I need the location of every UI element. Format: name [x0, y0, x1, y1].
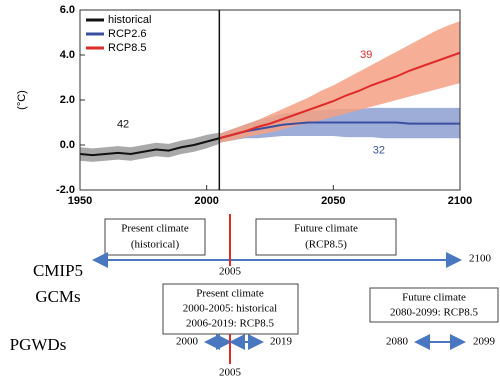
annotation: 32 [373, 145, 385, 157]
annotation: 42 [117, 119, 129, 131]
box-text: 2006-2019: RCP8.5 [186, 318, 275, 330]
year-label: 2080 [386, 336, 409, 348]
uncertainty-band [219, 21, 460, 143]
uncertainty-band [80, 132, 220, 162]
future-box [255, 218, 397, 256]
annotation: 39 [360, 49, 372, 61]
year-label: 2005 [219, 266, 242, 278]
y-tick-label: -2.0 [56, 184, 75, 196]
chart: (°C) -2.0 0.0 2.0 4.0 6.0 1950 2000 2050 2100 his… [16, 4, 472, 207]
y-tick-label: 6.0 [60, 4, 75, 16]
x-tick-label: 1950 [68, 195, 92, 207]
box-text: (RCP8.5) [305, 239, 347, 251]
box-text: Present climate [121, 223, 189, 235]
future-box [369, 287, 499, 323]
present-box [104, 218, 206, 256]
diagram: CMIP5 GCMs Present climate (historical) … [10, 214, 499, 379]
series-line [219, 121, 460, 140]
series-line [219, 51, 461, 140]
cmip5-label: GCMs [35, 287, 80, 306]
y-tick-label: 0.0 [60, 139, 75, 151]
pgwd-label: PGWDs [10, 335, 67, 354]
year-label: 2019 [270, 336, 293, 348]
present-box [162, 283, 299, 335]
legend-label: RCP2.6 [108, 28, 147, 40]
box-text: 2080-2099: RCP8.5 [390, 307, 479, 319]
box-text: 2000-2005: historical [183, 303, 277, 315]
x-tick-label: 2000 [194, 195, 218, 207]
series-line [79, 137, 220, 157]
box-text: (historical) [131, 239, 180, 251]
x-tick-label: 2100 [448, 195, 472, 207]
cmip5-label: CMIP5 [33, 261, 83, 280]
box-text: Future climate [294, 223, 358, 235]
legend-label: historical [108, 14, 151, 26]
y-tick-label: 2.0 [60, 94, 75, 106]
year-label: 2000 [176, 336, 199, 348]
x-tick-label: 2050 [321, 195, 345, 207]
box-text: Present climate [196, 288, 264, 300]
year-label: 2099 [473, 336, 496, 348]
box-text: Future climate [402, 292, 466, 304]
year-label: 2100 [469, 253, 492, 265]
legend-label: RCP8.5 [108, 42, 147, 54]
y-tick-label: 4.0 [60, 49, 75, 61]
year-label: 2005 [219, 367, 242, 379]
y-axis-label: (°C) [16, 90, 28, 110]
